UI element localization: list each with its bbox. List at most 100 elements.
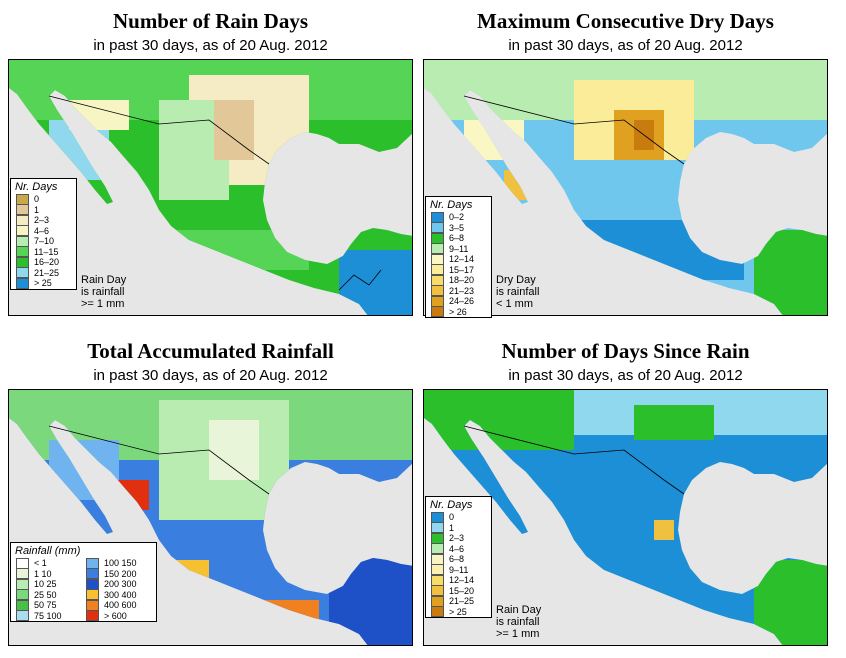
legend-item: 50 75 bbox=[11, 599, 81, 611]
legend-item: 1 bbox=[11, 204, 76, 216]
legend-swatch bbox=[16, 225, 29, 237]
legend-item: 6–8 bbox=[426, 553, 491, 565]
legend-item: 6–8 bbox=[426, 232, 491, 244]
legend-item: > 25 bbox=[11, 277, 76, 289]
legend-label: > 25 bbox=[449, 606, 467, 617]
legend-item: 100 150 bbox=[81, 557, 151, 569]
legend-swatch bbox=[431, 243, 444, 255]
legend-label: 12–14 bbox=[449, 575, 475, 586]
legend-label: 0 bbox=[34, 194, 40, 205]
legend-swatch bbox=[431, 253, 444, 265]
panel-title: Maximum Consecutive Dry Days bbox=[477, 9, 774, 33]
legend-swatch bbox=[16, 235, 29, 247]
legend-title: Nr. Days bbox=[430, 499, 473, 511]
legend-label: 21–23 bbox=[449, 285, 475, 296]
legend-item: > 26 bbox=[426, 306, 491, 318]
legend-label: 10 25 bbox=[34, 579, 57, 590]
panel-subtitle: in past 30 days, as of 20 Aug. 2012 bbox=[508, 37, 743, 54]
legend-swatch bbox=[16, 568, 29, 580]
panel-title: Total Accumulated Rainfall bbox=[87, 339, 334, 363]
legend-item: 9–11 bbox=[426, 564, 491, 576]
map-note: Rain Day is rainfall >= 1 mm bbox=[496, 604, 542, 640]
panel-subtitle: in past 30 days, as of 20 Aug. 2012 bbox=[93, 37, 328, 54]
legend-label: > 600 bbox=[104, 610, 127, 621]
legend-swatch bbox=[431, 564, 444, 576]
legend-label: 75 100 bbox=[34, 610, 62, 621]
legend-swatch bbox=[431, 543, 444, 555]
legend-swatch bbox=[431, 285, 444, 297]
legend-item: 75 100 bbox=[11, 610, 81, 622]
legend: Nr. Days 0–2 3–5 6–8 9–11 12–14 15–17 18–20 21–… bbox=[425, 196, 492, 318]
legend-swatch bbox=[86, 568, 99, 580]
legend-item: 4–6 bbox=[426, 543, 491, 555]
legend-swatch bbox=[86, 589, 99, 601]
legend-swatch bbox=[431, 295, 444, 307]
panel-total-rainfall: Total Accumulated Rainfall in past 30 da… bbox=[8, 330, 413, 650]
legend-swatch bbox=[431, 306, 444, 318]
legend-title: Nr. Days bbox=[15, 181, 58, 193]
legend-item: 15–17 bbox=[426, 264, 491, 276]
panel-title: Number of Rain Days bbox=[112, 9, 309, 33]
legend-item: 200 300 bbox=[81, 578, 151, 590]
legend-swatch bbox=[16, 204, 29, 216]
legend-swatch bbox=[431, 606, 444, 618]
legend-label: 300 400 bbox=[104, 589, 137, 600]
legend-item: 16–20 bbox=[11, 256, 76, 268]
legend-label: 24–26 bbox=[449, 296, 475, 307]
legend-item: 150 200 bbox=[81, 568, 151, 580]
legend-label: 150 200 bbox=[104, 568, 137, 579]
panel-subtitle: in past 30 days, as of 20 Aug. 2012 bbox=[93, 367, 328, 384]
legend-swatch bbox=[16, 589, 29, 601]
legend-label: 6–8 bbox=[449, 233, 465, 244]
legend-label: 4–6 bbox=[34, 225, 50, 236]
legend-item: 10 25 bbox=[11, 578, 81, 590]
panel-subtitle: in past 30 days, as of 20 Aug. 2012 bbox=[508, 367, 743, 384]
legend-item: 2–3 bbox=[426, 532, 491, 544]
legend-item: 0 bbox=[426, 511, 491, 523]
legend-item: 25 50 bbox=[11, 589, 81, 601]
legend-label: 2–3 bbox=[34, 215, 50, 226]
legend-item: 18–20 bbox=[426, 274, 491, 286]
legend-swatch bbox=[16, 193, 29, 205]
legend-item: 3–5 bbox=[426, 222, 491, 234]
panel-dry-days: Maximum Consecutive Dry Days in past 30 … bbox=[423, 0, 828, 320]
legend-label: 11–15 bbox=[34, 246, 59, 257]
legend-label: > 26 bbox=[449, 306, 467, 317]
legend-label: 4–6 bbox=[449, 543, 465, 554]
legend-label: 21–25 bbox=[449, 596, 475, 607]
legend-item: 1 10 bbox=[11, 568, 81, 580]
legend-label: > 25 bbox=[34, 278, 52, 289]
legend-swatch bbox=[16, 214, 29, 226]
legend-swatch bbox=[431, 511, 444, 523]
legend-swatch bbox=[16, 267, 29, 279]
legend-item: 24–26 bbox=[426, 295, 491, 307]
legend: Nr. Days 0 1 2–3 4–6 7–10 11–15 16–20 21–25 > 25 bbox=[10, 178, 77, 290]
legend-label: 21–25 bbox=[34, 267, 60, 278]
legend-item: 11–15 bbox=[11, 246, 76, 258]
panel-days-since-rain: Number of Days Since Rain in past 30 day… bbox=[423, 330, 828, 650]
legend-label: 18–20 bbox=[449, 275, 475, 286]
legend-label: 1 10 bbox=[34, 568, 52, 579]
legend-swatch bbox=[86, 610, 99, 622]
legend-swatch bbox=[86, 599, 99, 611]
legend-label: 25 50 bbox=[34, 589, 57, 600]
legend-item: 400 600 bbox=[81, 599, 151, 611]
legend-label: 16–20 bbox=[34, 257, 60, 268]
legend-label: 15–20 bbox=[449, 585, 475, 596]
legend-swatch bbox=[431, 211, 444, 223]
legend-item: 21–23 bbox=[426, 285, 491, 297]
legend-item: 0 bbox=[11, 193, 76, 205]
legend: Nr. Days 0 1 2–3 4–6 6–8 9–11 12–14 15–20 21–25 >… bbox=[425, 496, 492, 618]
legend-item: > 25 bbox=[426, 606, 491, 618]
legend-label: 9–11 bbox=[449, 243, 469, 254]
legend-item: 0–2 bbox=[426, 211, 491, 223]
legend-swatch bbox=[431, 232, 444, 244]
legend-item: > 600 bbox=[81, 610, 151, 622]
legend-swatch bbox=[16, 277, 29, 289]
legend-item: 300 400 bbox=[81, 589, 151, 601]
legend-item: 12–14 bbox=[426, 574, 491, 586]
legend-item: 21–25 bbox=[426, 595, 491, 607]
legend-label: 0–2 bbox=[449, 212, 465, 223]
legend-label: 3–5 bbox=[449, 222, 465, 233]
